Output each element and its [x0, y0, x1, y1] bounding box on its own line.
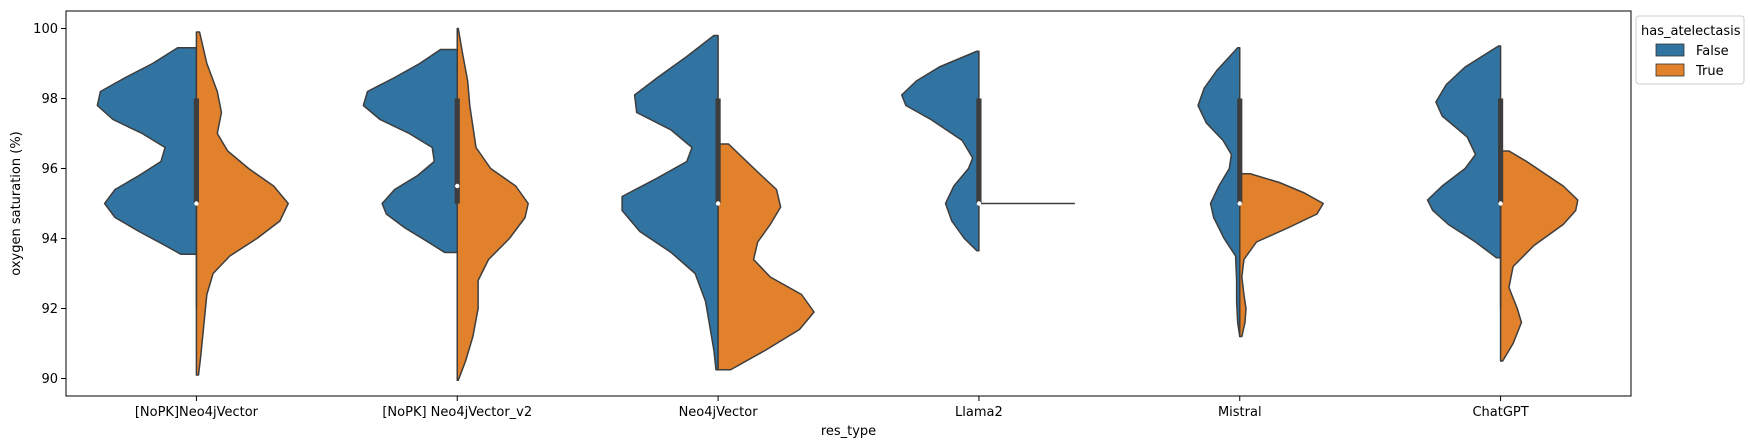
legend-swatch-false [1655, 43, 1685, 57]
x-tick-label-4: Mistral [1218, 405, 1262, 420]
violin-false-3 [900, 50, 980, 252]
violin-true-2 [717, 143, 815, 371]
y-tick-label-98: 98 [41, 92, 58, 107]
box-iqr-5 [1497, 98, 1504, 204]
legend-label-true: True [1695, 64, 1724, 79]
legend-swatch-true [1655, 63, 1685, 77]
violin-false-0 [96, 47, 198, 255]
y-axis-label: oxygen saturation (%) [9, 131, 24, 275]
plot-frame [65, 10, 1632, 397]
legend-title: has_atelectasis [1641, 24, 1741, 39]
x-tick-label-3: Llama2 [955, 405, 1003, 420]
plot-background [66, 11, 1631, 396]
box-iqr-3 [976, 98, 982, 204]
violin-false-1 [362, 48, 458, 254]
x-tick-label-1: [NoPK] Neo4jVector_v2 [382, 405, 532, 420]
violin-false-4 [1197, 47, 1241, 338]
legend: has_atelectasis False True [1635, 15, 1745, 85]
x-axis: [NoPK]Neo4jVector [NoPK] Neo4jVector_v2 Ne… [135, 396, 1529, 420]
y-axis: 90 92 94 96 98 100 [33, 22, 66, 387]
violin-true-0 [195, 31, 289, 376]
box-iqr-1 [454, 98, 460, 204]
y-tick-label-100: 100 [33, 22, 58, 37]
violins-layer [96, 27, 1579, 381]
y-tick-label-92: 92 [41, 302, 58, 317]
box-iqr-2 [715, 98, 721, 204]
y-tick-label-96: 96 [41, 162, 58, 177]
inner-boxes-layer [193, 98, 1504, 309]
x-tick-label-2: Neo4jVector [679, 405, 759, 420]
violin-true-1 [456, 27, 529, 381]
x-tick-label-0: [NoPK]Neo4jVector [135, 405, 259, 420]
legend-label-false: False [1696, 44, 1729, 59]
box-iqr-4 [1237, 98, 1243, 204]
x-tick-label-5: ChatGPT [1472, 405, 1528, 420]
violin-false-2 [621, 34, 719, 371]
violin-false-5 [1426, 45, 1502, 259]
box-median-3 [976, 201, 982, 206]
box-median-5 [1498, 201, 1503, 206]
y-tick-label-90: 90 [41, 372, 58, 387]
box-median-0 [194, 201, 199, 206]
x-axis-label: res_type [821, 424, 876, 439]
box-median-4 [1237, 201, 1242, 206]
box-median-2 [715, 201, 721, 206]
violin-true-4 [1239, 173, 1324, 338]
box-iqr-0 [193, 98, 200, 204]
violin-true-5 [1499, 150, 1579, 362]
box-median-1 [455, 183, 460, 189]
y-tick-label-94: 94 [41, 232, 58, 247]
